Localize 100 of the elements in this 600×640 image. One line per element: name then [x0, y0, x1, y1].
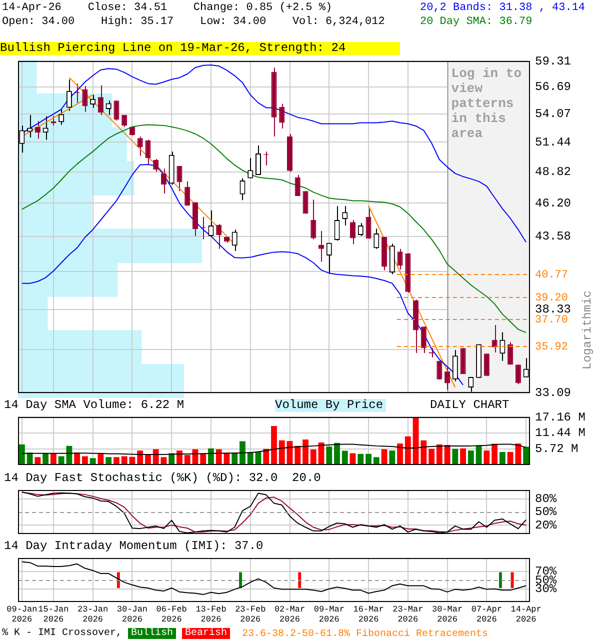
bar [342, 450, 348, 465]
y-tick-label: 51.44 [535, 135, 572, 150]
y-axis-title: Logarithmic [580, 290, 594, 370]
bar [428, 448, 434, 465]
bar [358, 454, 364, 465]
candlestick [500, 332, 506, 362]
candlestick [366, 208, 372, 240]
candlestick [279, 103, 285, 129]
bar [216, 449, 222, 465]
chart-title: 14-Apr-26 Close: 34.51 Change: 0.85 (+2.5 %) [2, 2, 332, 15]
y-tick-label: 46.20 [535, 196, 572, 210]
bar [310, 450, 316, 465]
candlestick [208, 210, 214, 238]
candlestick [240, 178, 246, 201]
y-tick-label: 56.69 [535, 80, 572, 94]
ref-line-label: 40.77 [535, 269, 568, 282]
candlestick [153, 158, 159, 172]
bar [492, 444, 498, 465]
chart-title: 14 Day SMA Volume: 6.22 M [4, 398, 184, 412]
candlestick [122, 114, 128, 128]
candlestick [318, 230, 324, 262]
candlestick [184, 180, 190, 206]
x-tick-label: 23-Mar 2026 [392, 604, 424, 625]
candlestick [452, 349, 458, 382]
x-tick-label: 30-Mar 2026 [432, 604, 463, 625]
text: DAILY CHART [430, 398, 510, 412]
candlestick [310, 199, 316, 240]
bar [523, 446, 530, 465]
bar [373, 457, 380, 465]
x-tick-label: 13-Feb 2026 [196, 604, 226, 625]
candlestick [90, 94, 96, 108]
bar [50, 454, 56, 465]
y-tick-label: 80% [535, 492, 558, 506]
bar [468, 450, 474, 465]
candlestick [248, 158, 254, 179]
candlestick [492, 324, 498, 354]
candlestick [350, 220, 356, 245]
candlestick [255, 144, 262, 176]
bar [436, 444, 442, 465]
chart-title: 14 Day Fast Stochastic (%K) (%D): 32.0 20.0 [4, 471, 321, 485]
text: Bullish Piercing Line on 19-Mar-26, Strength: 24 [0, 41, 400, 55]
bar [484, 450, 490, 465]
candlestick [374, 228, 380, 250]
bar [420, 440, 427, 465]
chart-title: 14 Day Intraday Momentum (IMI): 37.0 [4, 539, 264, 553]
bar [106, 457, 112, 465]
candlestick [114, 100, 120, 122]
candlestick [27, 114, 33, 138]
y-tick-label: 17.16 M [535, 410, 586, 424]
bar [271, 426, 277, 465]
bar [240, 441, 246, 465]
candlestick [42, 116, 48, 140]
x-tick-label: 09-Mar 2026 [314, 604, 344, 625]
x-tick-label: 15-Jan 2026 [38, 604, 69, 625]
y-tick-label: 59.31 [535, 54, 572, 68]
candlestick [326, 242, 332, 274]
x-tick-label: 02-Mar 2026 [274, 604, 306, 625]
band-label: Log in to view patterns in this area [451, 66, 522, 141]
y-tick-label: 54.07 [535, 106, 572, 121]
candlestick [58, 108, 64, 126]
y-tick-label: 50% [535, 505, 558, 520]
candlestick [342, 206, 348, 226]
y-tick-label: 43.58 [535, 229, 572, 244]
x-tick-label: 23-Jan 2026 [78, 604, 108, 625]
legend-title: % K - IMI Crossover, [2, 628, 124, 639]
candlestick [137, 136, 143, 156]
text: 20 Day SMA: 36.79 [420, 16, 532, 29]
bar [263, 448, 270, 465]
ref-line-label: 35.92 [535, 341, 568, 354]
bar [476, 446, 482, 465]
bar [366, 454, 372, 465]
candlestick [106, 100, 112, 116]
bar [452, 448, 458, 465]
text: Bullish [128, 628, 176, 639]
y-tick-label: 33.09 [535, 386, 572, 400]
ref-line-label: 39.20 [535, 292, 568, 304]
bar [278, 440, 285, 465]
candlestick [34, 120, 40, 140]
bar [404, 436, 411, 465]
bar [389, 450, 396, 465]
y-tick-label: 48.82 [535, 164, 572, 179]
bar [114, 457, 120, 465]
x-tick-label: 06-Feb 2026 [156, 604, 187, 625]
x-tick-label: 07-Apr 2026 [471, 604, 502, 625]
candlestick [444, 366, 450, 390]
x-tick-label: 14-Apr 2026 [510, 604, 542, 625]
y-tick-label: 11.44 M [535, 426, 586, 440]
bar [460, 448, 466, 465]
candlestick [176, 166, 182, 192]
bar [381, 449, 388, 465]
y-tick-label: 20% [535, 518, 558, 532]
candlestick [334, 206, 340, 242]
candlestick [232, 229, 238, 252]
candlestick [216, 224, 222, 250]
bar [334, 442, 340, 465]
bar [397, 443, 403, 465]
chart-subtitle: Open: 34.00 High: 35.17 Low: 34.00 Vol: 6,324,012 [2, 16, 385, 29]
bar [152, 449, 159, 465]
bar [302, 439, 308, 465]
y-tick-label: 38.33 [535, 302, 572, 316]
